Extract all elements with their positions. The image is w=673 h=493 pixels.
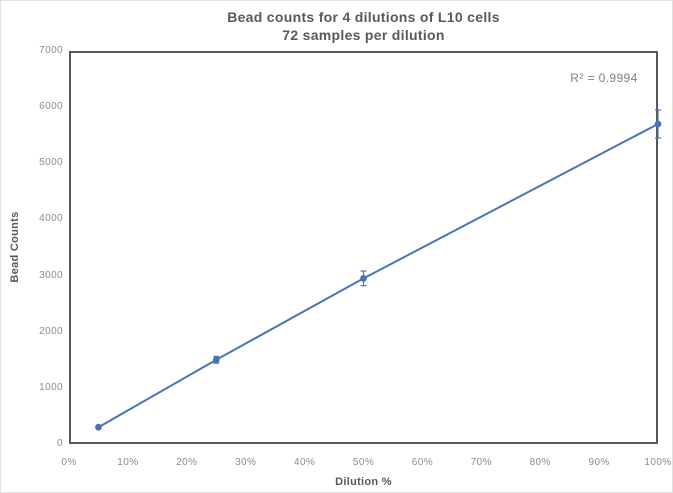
y-tick-label: 6000 (39, 101, 63, 113)
x-tick-label: 80% (529, 457, 551, 468)
x-tick-label: 50% (352, 457, 375, 468)
chart-title-line2: 72 samples per dilution (282, 27, 445, 44)
y-tick-label: 0 (57, 438, 63, 449)
data-series-line (98, 123, 659, 429)
y-tick-label: 3000 (39, 269, 63, 281)
x-tick-label: 0% (61, 457, 77, 468)
data-point (212, 356, 220, 364)
plot-area: R² = 0.9994 (69, 51, 662, 444)
data-point (360, 275, 367, 282)
data-series-svg (95, 109, 662, 431)
data-point (95, 423, 102, 431)
r-squared-annotation: R² = 0.9994 (570, 71, 638, 85)
x-tick-label: 70% (470, 457, 492, 468)
y-tick-label: 7000 (39, 45, 63, 56)
y-tick-label: 4000 (39, 213, 63, 225)
chart-title: Bead counts for 4 dilutions of L10 cells… (69, 8, 658, 45)
x-tick-label: 100% (644, 457, 672, 468)
y-tick-label: 2000 (39, 325, 63, 337)
x-axis-title: Dilution % (335, 476, 392, 488)
y-tick-label: 1000 (39, 381, 63, 393)
x-tick-label: 40% (293, 457, 316, 468)
y-tick-label: 5000 (39, 157, 63, 169)
x-tick-label: 60% (411, 457, 433, 468)
data-point (654, 120, 662, 128)
x-tick-label: 20% (176, 457, 198, 468)
x-tick-label: 10% (117, 457, 139, 468)
x-tick-label: 90% (588, 457, 610, 468)
y-axis-title: Bead Counts (9, 211, 21, 283)
chart-title-line1: Bead counts for 4 dilutions of L10 cells (227, 9, 500, 25)
x-tick-label: 30% (235, 457, 257, 468)
